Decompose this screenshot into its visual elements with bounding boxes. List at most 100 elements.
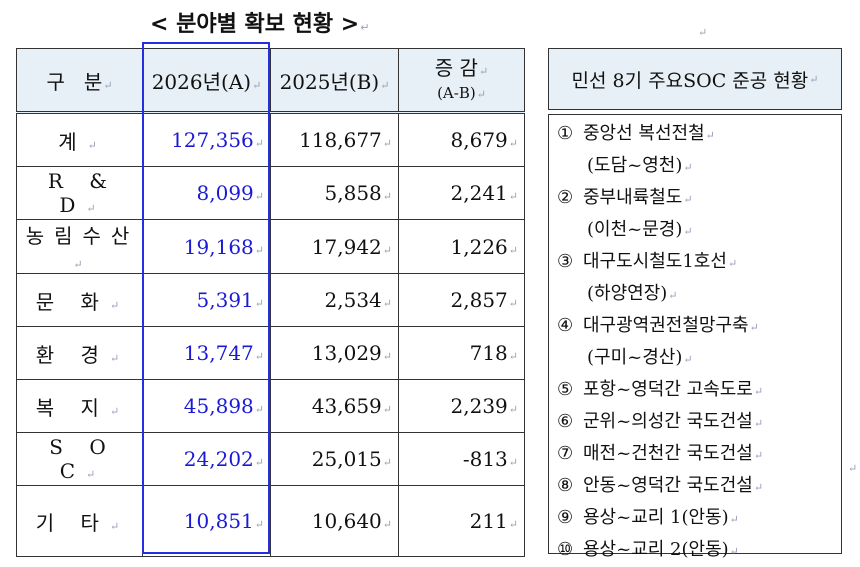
paragraph-mark-icon: ↵ [87,138,107,152]
item-number: ⑩ [557,539,574,560]
soc-item: ⑩ 용상~교리 2(안동)↵ [557,535,841,567]
paragraph-mark-icon: ↵ [508,297,518,310]
table-row: 문 화↵ 5,391↵ 2,534↵ 2,857↵ [16,273,525,327]
paragraph-mark-icon: ↵ [382,456,392,469]
value-2025: 5,858↵ [270,166,399,220]
paragraph-mark-icon: ↵ [109,298,130,312]
value-2025: 118,677↵ [270,112,399,167]
soc-item: ③ 대구도시철도1호선↵ [557,247,841,279]
soc-panel-title: 민선 8기 주요SOC 준공 현황 ↵ [548,48,842,110]
budget-table: 구 분↵ 2026년(A)↵ 2025년(B)↵ 증 감↵ (A-B)↵ 계↵ 1… [16,48,525,557]
paragraph-mark-icon: ↵ [382,190,392,203]
value-2025: 25,015↵ [270,432,399,486]
item-label: 포항~영덕간 고속도로 [583,379,753,400]
paragraph-mark-icon: ↵ [382,297,392,310]
paragraph-mark-icon: ↵ [382,518,392,531]
value-change: 211↵ [398,485,525,557]
value-2026: 5,391↵ [142,273,271,327]
header-change: 증 감↵ (A-B)↵ [398,48,525,114]
table-row: 기 타↵ 10,851↵ 10,640↵ 211↵ [16,485,525,557]
header-category: 구 분↵ [16,48,143,114]
soc-item: ⑤ 포항~영덕간 고속도로↵ [557,375,841,407]
value-change: 718↵ [398,326,525,380]
paragraph-mark-icon: ↵ [109,519,130,533]
value-2025: 10,640↵ [270,485,399,557]
paragraph-mark-icon: ↵ [382,403,392,416]
paragraph-mark-icon: ↵ [109,351,130,365]
item-label: 매전~건천간 국도건설 [583,443,753,464]
item-label: 대구광역권전철망구축 [583,315,749,336]
row-category: R & D↵ [16,166,143,220]
paragraph-mark-icon: ↵ [254,350,264,363]
soc-item-detail: (하양연장)↵ [587,283,678,304]
paragraph-mark-icon: ↵ [254,456,264,469]
table-row: 환 경↵ 13,747↵ 13,029↵ 718↵ [16,326,525,380]
soc-panel: ① 중앙선 복선전철↵ (도담~영천)↵ ② 중부내륙철도↵ (이천~문경)↵ ③ 대구도시철… [548,114,842,560]
soc-item-detail: (이천~문경)↵ [587,219,693,240]
table-row: 농림수산↵ 19,168↵ 17,942↵ 1,226↵ [16,219,525,274]
paragraph-mark-icon: ↵ [254,137,264,150]
paragraph-mark-icon: ↵ [508,403,518,416]
page-title-text: < 분야별 확보 현황 > [150,12,360,37]
row-category: 환 경↵ [16,326,143,380]
paragraph-mark-icon: ↵ [508,190,518,203]
paragraph-mark-icon: ↵ [848,462,858,475]
item-number: ④ [557,315,574,336]
value-2025: 17,942↵ [270,219,399,274]
paragraph-mark-icon: ↵ [254,243,264,257]
soc-item: ⑦ 매전~건천간 국도건설↵ [557,439,841,471]
table-row: R & D↵ 8,099↵ 5,858↵ 2,241↵ [16,166,525,220]
table-row: S O C↵ 24,202↵ 25,015↵ -813↵ [16,432,525,486]
row-category: 문 화↵ [16,273,143,327]
soc-item-detail: (도담~영천)↵ [587,155,693,176]
item-number: ⑧ [557,475,574,496]
paragraph-mark-icon: ↵ [73,258,93,271]
paragraph-mark-icon: ↵ [86,202,106,215]
value-change: 2,241↵ [398,166,525,220]
soc-item: ⑥ 군위~의성간 국도건설↵ [557,407,841,439]
row-category: 복 지↵ [16,379,143,433]
paragraph-mark-icon: ↵ [508,350,518,363]
soc-item: ② 중부내륙철도↵ [557,183,841,215]
paragraph-mark-icon: ↵ [382,243,392,257]
paragraph-mark-icon: ↵ [86,468,106,481]
header-2025: 2025년(B)↵ [270,48,399,114]
item-number: ⑥ [557,411,574,432]
value-change: 2,239↵ [398,379,525,433]
item-number: ③ [557,251,574,272]
paragraph-mark-icon: ↵ [254,297,264,310]
row-category: 농림수산↵ [16,219,143,274]
value-change: -813↵ [398,432,525,486]
value-2026: 45,898↵ [142,379,271,433]
table-header-row: 구 분↵ 2026년(A)↵ 2025년(B)↵ 증 감↵ (A-B)↵ [16,48,525,114]
paragraph-mark-icon: ↵ [508,456,518,469]
row-category: 계↵ [16,112,143,167]
value-2026: 24,202↵ [142,432,271,486]
table-row: 계↵ 127,356↵ 118,677↵ 8,679↵ [16,112,525,167]
item-label: 용상~교리 1(안동) [583,507,729,528]
item-label: 군위~의성간 국도건설 [583,411,753,432]
item-number: ② [557,187,574,208]
paragraph-mark-icon: ↵ [382,350,392,363]
item-label: 대구도시철도1호선 [583,251,727,272]
paragraph-mark-icon: ↵ [254,403,264,416]
value-2026: 19,168↵ [142,219,271,274]
item-label: 중앙선 복선전철 [583,123,705,144]
value-2026: 8,099↵ [142,166,271,220]
item-number: ⑦ [557,443,574,464]
paragraph-mark-icon: ↵ [508,137,518,150]
value-change: 2,857↵ [398,273,525,327]
paragraph-mark-icon: ↵ [508,243,518,257]
row-category: 기 타↵ [16,485,143,557]
item-number: ① [557,123,574,144]
paragraph-mark-icon: ↵ [382,137,392,150]
value-2025: 43,659↵ [270,379,399,433]
soc-item: ④ 대구광역권전철망구축↵ [557,311,841,343]
header-2026: 2026년(A)↵ [142,48,271,114]
table-row: 복 지↵ 45,898↵ 43,659↵ 2,239↵ [16,379,525,433]
item-number: ⑨ [557,507,574,528]
value-change: 1,226↵ [398,219,525,274]
paragraph-mark-icon: ↵ [109,404,130,418]
page-title: < 분야별 확보 현황 >↵ [150,8,369,42]
soc-item: ① 중앙선 복선전철↵ [557,119,841,151]
